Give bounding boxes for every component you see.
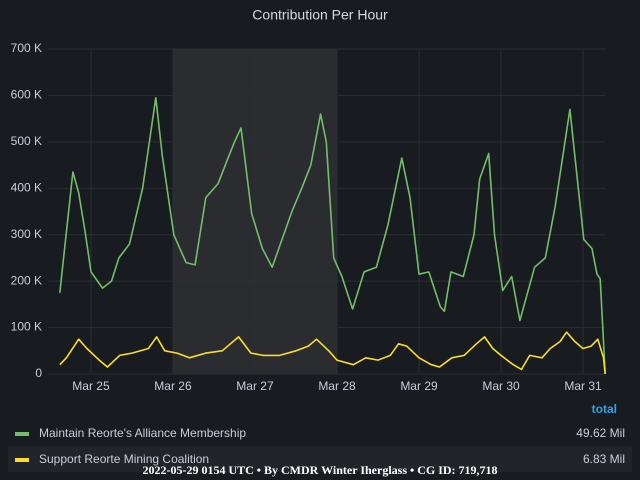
y-tick-label: 500 K xyxy=(11,134,42,148)
footer: 2022-05-29 0154 UTC • By CMDR Winter Ihe… xyxy=(142,463,497,477)
x-tick-label: Mar 29 xyxy=(400,379,438,393)
y-tick-label: 700 K xyxy=(11,41,42,55)
series-line xyxy=(59,331,606,375)
y-tick-label: 400 K xyxy=(11,180,42,194)
legend-label[interactable]: Support Reorte Mining Coalition xyxy=(39,452,209,466)
x-tick-label: Mar 31 xyxy=(564,379,602,393)
x-tick-label: Mar 26 xyxy=(154,379,192,393)
legend-total: 49.62 Mil xyxy=(576,426,625,440)
y-tick-label: 300 K xyxy=(11,227,42,241)
legend-row-highlight xyxy=(8,446,632,472)
legend-total: 6.83 Mil xyxy=(583,452,625,466)
y-tick-label: 200 K xyxy=(11,273,42,287)
legend-column-header[interactable]: total xyxy=(592,402,617,416)
y-tick-label: 0 xyxy=(35,366,42,380)
y-tick-label: 100 K xyxy=(11,320,42,334)
x-tick-label: Mar 30 xyxy=(482,379,520,393)
legend-label[interactable]: Maintain Reorte's Alliance Membership xyxy=(39,426,246,440)
series-line xyxy=(59,97,606,375)
x-tick-label: Mar 25 xyxy=(72,379,110,393)
plot-area xyxy=(48,48,606,375)
y-tick-label: 600 K xyxy=(11,88,42,102)
x-tick-label: Mar 28 xyxy=(318,379,356,393)
chart-title: Contribution Per Hour xyxy=(252,7,388,23)
x-tick-label: Mar 27 xyxy=(236,379,274,393)
